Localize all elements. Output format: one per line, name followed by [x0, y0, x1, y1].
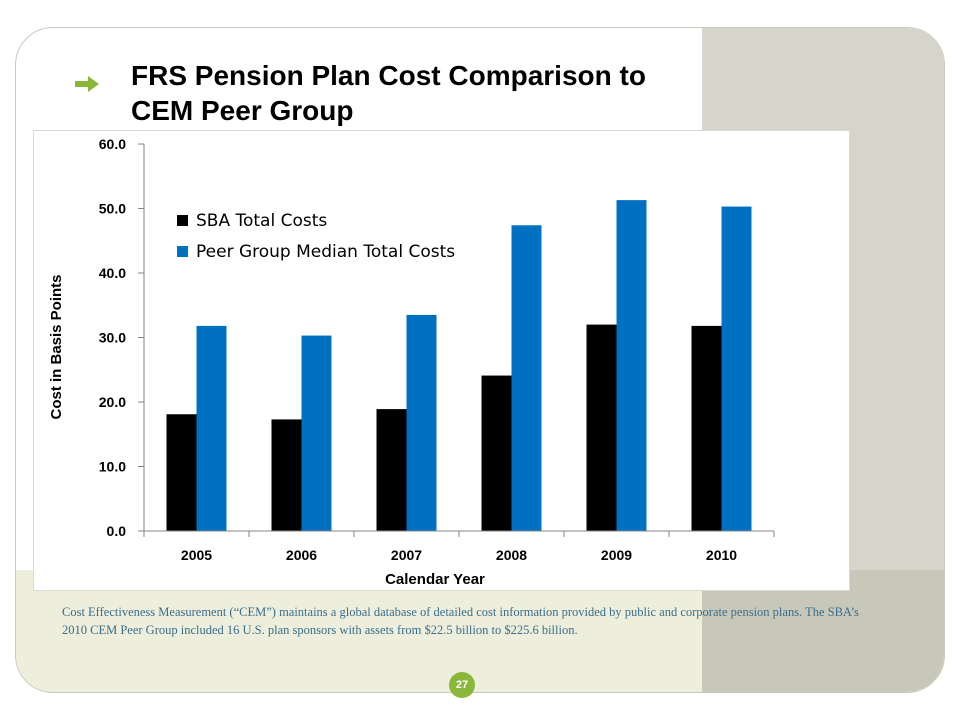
bar-sba-2010 — [691, 325, 722, 531]
slide-title-line-1: FRS Pension Plan Cost Comparison to — [131, 60, 646, 91]
caption-text: Cost Effectiveness Measurement (“CEM”) m… — [62, 605, 859, 637]
slide-title-line-2: CEM Peer Group — [131, 95, 354, 126]
bar-sba-2009 — [586, 324, 617, 531]
bar-peer-2005 — [196, 325, 227, 531]
bar-peer-2006 — [301, 335, 332, 531]
legend-swatch — [177, 215, 188, 226]
bar-sba-2007 — [376, 409, 407, 531]
chart-bars — [166, 200, 752, 531]
bar-sba-2006 — [271, 419, 302, 531]
bar-peer-2009 — [616, 200, 647, 531]
bar-chart: 0.0 10.0 20.0 30.0 40.0 50.0 60.0 2005 2006 2007… — [33, 130, 850, 591]
y-axis-label: Cost in Basis Points — [48, 274, 65, 419]
x-tick-label: 2010 — [706, 547, 737, 563]
y-tick-label: 20.0 — [99, 394, 126, 410]
y-tick-label: 60.0 — [99, 136, 126, 152]
y-axis-ticks: 0.0 10.0 20.0 30.0 40.0 50.0 60.0 — [99, 136, 144, 539]
x-tick-label: 2009 — [601, 547, 632, 563]
y-tick-label: 10.0 — [99, 459, 126, 475]
chart-legend: SBA Total Costs Peer Group Median Total C… — [177, 211, 455, 262]
bar-sba-2008 — [481, 375, 512, 531]
legend-label: Peer Group Median Total Costs — [196, 242, 455, 262]
chart-canvas: 0.0 10.0 20.0 30.0 40.0 50.0 60.0 2005 2006 2007… — [48, 136, 775, 588]
x-tick-label: 2005 — [181, 547, 212, 563]
x-axis-label: Calendar Year — [385, 571, 485, 588]
x-tick-label: 2008 — [496, 547, 527, 563]
y-tick-label: 30.0 — [99, 330, 126, 346]
slide-title: FRS Pension Plan Cost Comparison to CEM … — [131, 58, 731, 128]
bar-peer-2008 — [511, 225, 542, 531]
legend-swatch — [177, 246, 188, 257]
legend-label: SBA Total Costs — [196, 211, 327, 231]
x-tick-label: 2007 — [391, 547, 422, 563]
y-tick-label: 0.0 — [107, 523, 127, 539]
x-axis-ticks: 2005 2006 2007 2008 2009 2010 — [143, 531, 775, 563]
right-arrow-icon — [75, 76, 99, 92]
bar-sba-2005 — [166, 414, 197, 531]
y-tick-label: 40.0 — [99, 265, 126, 281]
bar-peer-2007 — [406, 314, 437, 531]
y-tick-label: 50.0 — [99, 201, 126, 217]
bar-peer-2010 — [721, 206, 752, 531]
x-tick-label: 2006 — [286, 547, 317, 563]
page-number-badge: 27 — [449, 672, 475, 698]
